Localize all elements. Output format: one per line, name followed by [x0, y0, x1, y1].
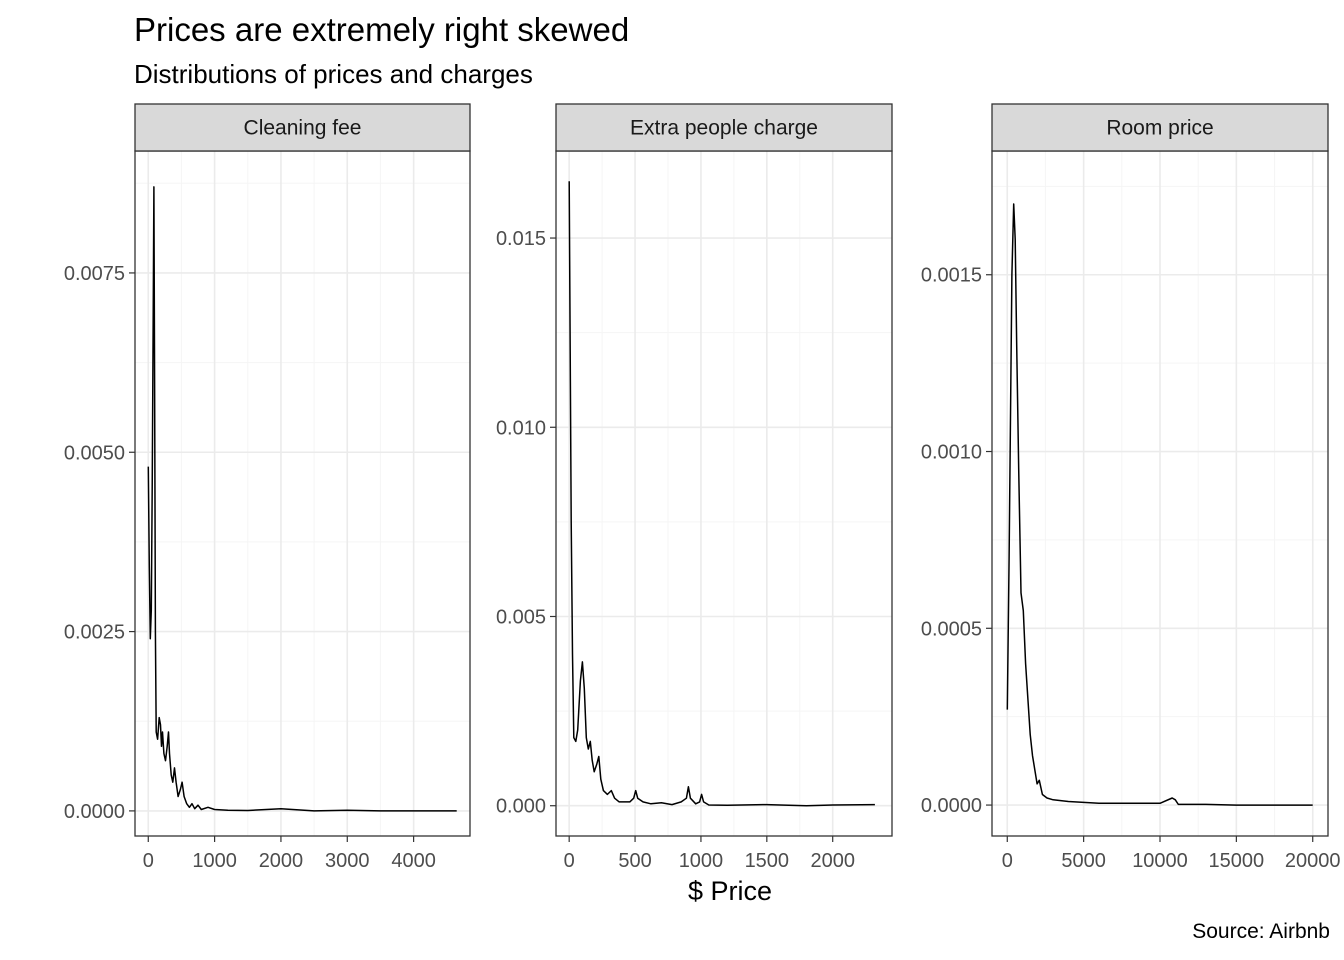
- facet-strip-label: Cleaning fee: [244, 117, 362, 140]
- facet-strip-label: Room price: [1106, 117, 1213, 140]
- y-tick-label: 0.010: [496, 417, 546, 439]
- caption-source: Source: Airbnb: [1192, 920, 1330, 943]
- x-tick-label: 2000: [810, 850, 855, 872]
- x-tick-label: 10000: [1132, 850, 1188, 872]
- y-tick-label: 0.0075: [64, 263, 125, 285]
- x-tick-label: 2000: [259, 850, 304, 872]
- y-tick-label: 0.0000: [64, 801, 125, 823]
- y-tick-label: 0.0005: [921, 618, 982, 640]
- facet-strip-label: Extra people charge: [630, 117, 818, 140]
- facet-strip: [991, 103, 1329, 152]
- x-tick-label: 1000: [679, 850, 724, 872]
- x-tick-label: 3000: [325, 850, 370, 872]
- x-axis-label: $ Price: [687, 876, 773, 906]
- y-tick-label: 0.0010: [921, 442, 982, 464]
- y-tick-label: 0.005: [496, 606, 546, 628]
- x-tick-label: 5000: [1061, 850, 1106, 872]
- facet-strip: [134, 103, 471, 152]
- y-tick-label: 0.0050: [64, 442, 125, 464]
- panel-background: [135, 151, 470, 836]
- y-tick-label: 0.000: [496, 796, 546, 818]
- facet-panel: Cleaning fee 0 1000 2000 3000 4000 0.0000 0.002…: [64, 103, 471, 872]
- y-tick-label: 0.0025: [64, 622, 125, 644]
- y-tick-label: 0.0015: [921, 265, 982, 287]
- facet-panel: Room price 0 5000 10000 15000 20000 0.0000 0.00…: [921, 103, 1341, 872]
- y-tick-label: 0.0000: [921, 795, 982, 817]
- facet-strip: [555, 103, 893, 152]
- x-tick-label: 0: [564, 850, 575, 872]
- x-tick-label: 500: [618, 850, 651, 872]
- x-tick-label: 1000: [192, 850, 237, 872]
- facet-panel: Extra people charge 0 500 1000 1500 2000 0.000…: [496, 103, 893, 872]
- chart-subtitle: Distributions of prices and charges: [134, 59, 533, 89]
- x-tick-label: 15000: [1209, 850, 1265, 872]
- y-tick-label: 0.015: [496, 228, 546, 250]
- panel-background: [556, 151, 892, 836]
- x-tick-label: 20000: [1285, 850, 1341, 872]
- density-line: [147, 186, 457, 812]
- chart-title: Prices are extremely right skewed: [134, 11, 630, 48]
- density-line: [1006, 203, 1313, 806]
- x-tick-label: 0: [143, 850, 154, 872]
- x-tick-label: 0: [1002, 850, 1013, 872]
- density-line: [568, 181, 875, 807]
- x-tick-label: 1500: [745, 850, 790, 872]
- x-tick-label: 4000: [391, 850, 436, 872]
